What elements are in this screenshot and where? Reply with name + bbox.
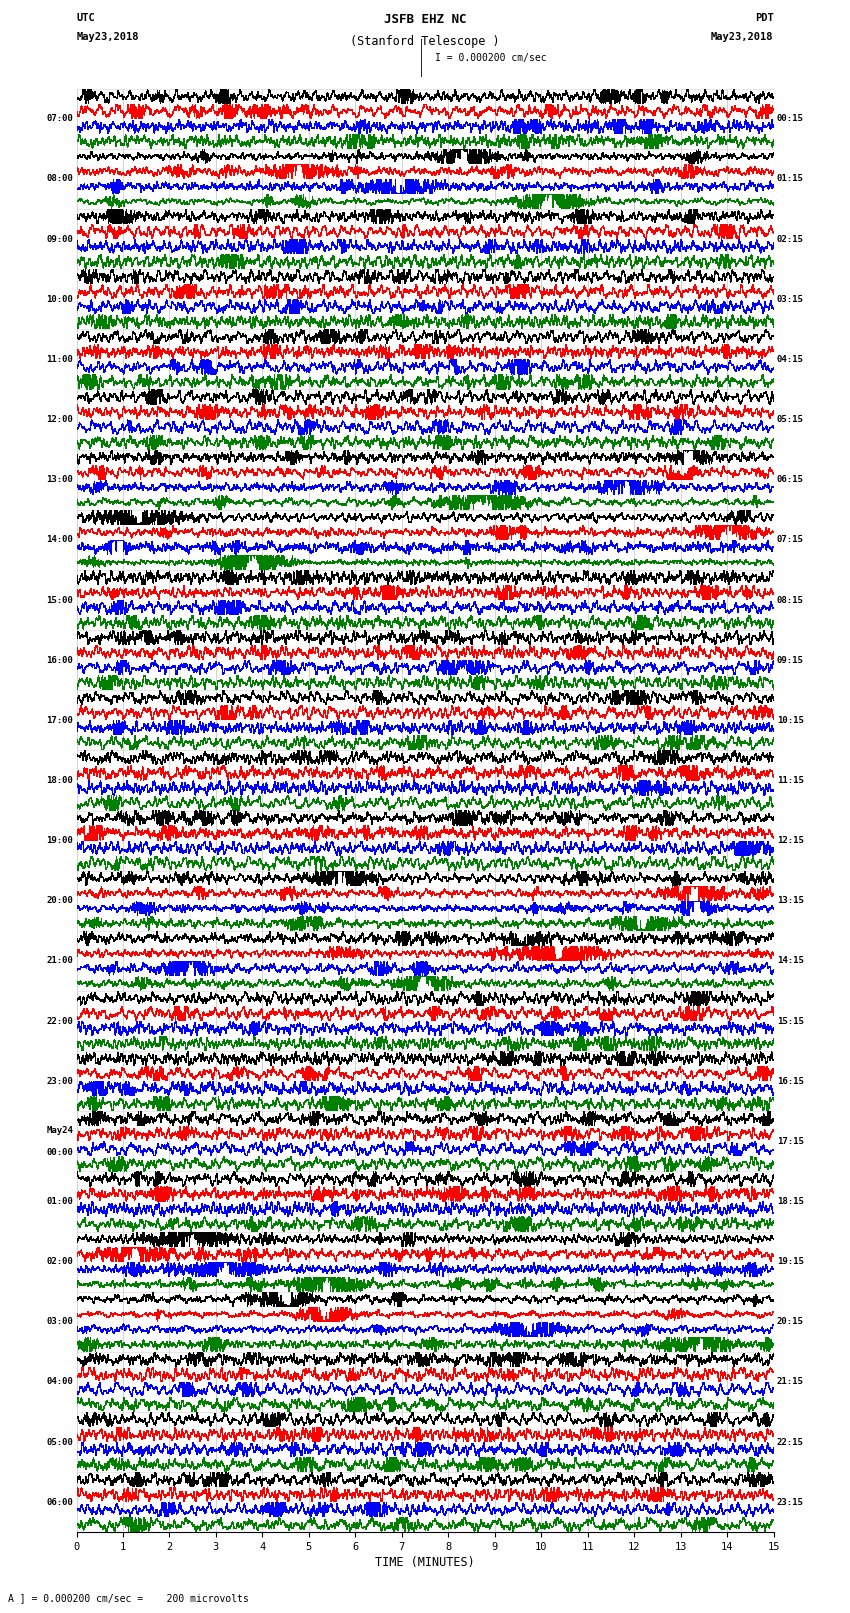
Text: May23,2018: May23,2018 [711,32,774,42]
X-axis label: TIME (MINUTES): TIME (MINUTES) [375,1557,475,1569]
Text: PDT: PDT [755,13,774,23]
Text: 00:00: 00:00 [46,1148,73,1157]
Text: 21:00: 21:00 [46,957,73,966]
Text: 19:15: 19:15 [777,1257,804,1266]
Text: 03:15: 03:15 [777,295,804,303]
Text: 18:15: 18:15 [777,1197,804,1207]
Text: 08:15: 08:15 [777,595,804,605]
Text: 17:15: 17:15 [777,1137,804,1145]
Text: A ] = 0.000200 cm/sec =    200 microvolts: A ] = 0.000200 cm/sec = 200 microvolts [8,1594,249,1603]
Text: (Stanford Telescope ): (Stanford Telescope ) [350,35,500,48]
Text: May24: May24 [46,1126,73,1136]
Text: 01:00: 01:00 [46,1197,73,1207]
Text: 04:15: 04:15 [777,355,804,365]
Text: 13:00: 13:00 [46,476,73,484]
Text: 01:15: 01:15 [777,174,804,184]
Text: 18:00: 18:00 [46,776,73,786]
Text: 08:00: 08:00 [46,174,73,184]
Text: 12:00: 12:00 [46,415,73,424]
Text: 15:15: 15:15 [777,1016,804,1026]
Text: 21:15: 21:15 [777,1378,804,1387]
Text: 05:15: 05:15 [777,415,804,424]
Text: UTC: UTC [76,13,95,23]
Text: 11:15: 11:15 [777,776,804,786]
Text: 14:00: 14:00 [46,536,73,544]
Text: 11:00: 11:00 [46,355,73,365]
Text: JSFB EHZ NC: JSFB EHZ NC [383,13,467,26]
Text: 09:00: 09:00 [46,234,73,244]
Text: 23:15: 23:15 [777,1498,804,1507]
Text: 16:15: 16:15 [777,1077,804,1086]
Text: I = 0.000200 cm/sec: I = 0.000200 cm/sec [435,53,547,63]
Text: 07:00: 07:00 [46,115,73,123]
Text: 10:15: 10:15 [777,716,804,724]
Text: 03:00: 03:00 [46,1318,73,1326]
Text: 13:15: 13:15 [777,897,804,905]
Text: 22:00: 22:00 [46,1016,73,1026]
Text: 23:00: 23:00 [46,1077,73,1086]
Text: 02:15: 02:15 [777,234,804,244]
Text: 07:15: 07:15 [777,536,804,544]
Text: 09:15: 09:15 [777,655,804,665]
Text: 00:15: 00:15 [777,115,804,123]
Text: 17:00: 17:00 [46,716,73,724]
Text: May23,2018: May23,2018 [76,32,139,42]
Text: 06:00: 06:00 [46,1498,73,1507]
Text: 22:15: 22:15 [777,1437,804,1447]
Text: 16:00: 16:00 [46,655,73,665]
Text: 20:15: 20:15 [777,1318,804,1326]
Text: 05:00: 05:00 [46,1437,73,1447]
Text: 06:15: 06:15 [777,476,804,484]
Text: 02:00: 02:00 [46,1257,73,1266]
Text: 15:00: 15:00 [46,595,73,605]
Text: 20:00: 20:00 [46,897,73,905]
Text: 19:00: 19:00 [46,836,73,845]
Text: 12:15: 12:15 [777,836,804,845]
Text: 14:15: 14:15 [777,957,804,966]
Text: 04:00: 04:00 [46,1378,73,1387]
Text: 10:00: 10:00 [46,295,73,303]
